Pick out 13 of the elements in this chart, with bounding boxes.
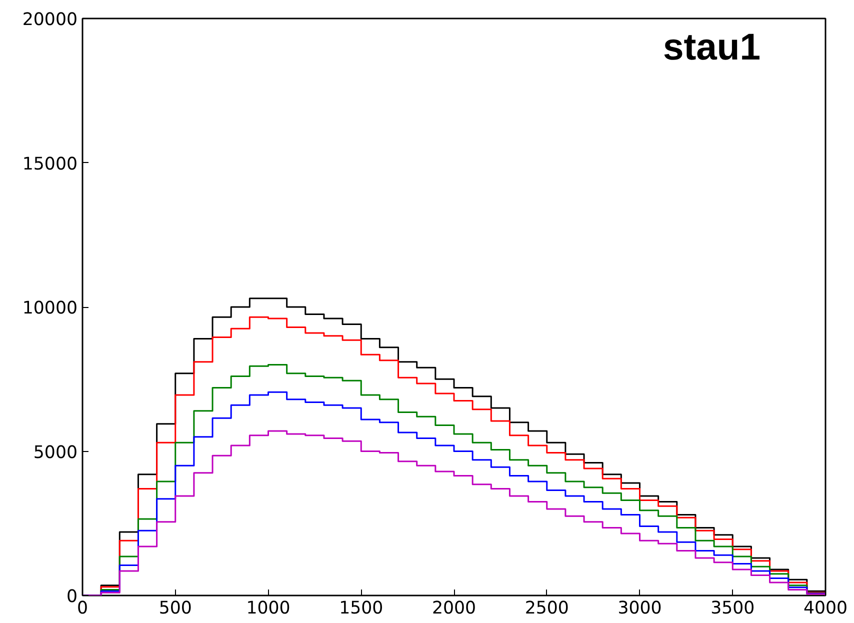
x-tick-label: 1500 (339, 598, 384, 618)
y-tick-label: 5000 (33, 442, 78, 463)
x-tick-label: 4000 (803, 598, 848, 618)
x-tick-label: 1000 (246, 598, 290, 618)
y-tick-label: 15000 (22, 154, 78, 174)
y-tick-label: 10000 (22, 298, 78, 318)
x-tick-label: 2000 (432, 598, 476, 618)
x-tick-label: 3500 (710, 598, 755, 618)
y-tick-label: 20000 (22, 10, 78, 30)
annotation: stau1 (662, 26, 760, 68)
x-tick-label: 500 (158, 598, 192, 618)
x-tick-label: 2500 (524, 598, 569, 618)
x-tick-label: 3000 (618, 598, 662, 618)
